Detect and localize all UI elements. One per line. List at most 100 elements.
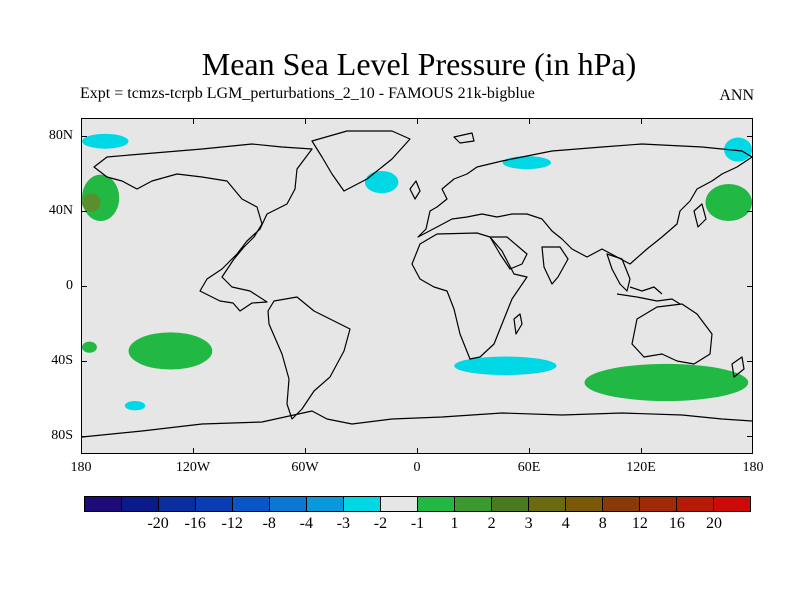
coast-japan: [693, 203, 707, 228]
colorbar-box: [603, 497, 640, 511]
lat-tick: [81, 361, 87, 362]
colorbar-label: -3: [336, 515, 351, 532]
lon-label-0: 0: [413, 460, 421, 475]
coast-south-america: [267, 296, 351, 420]
colorbar-box: [492, 497, 529, 511]
lat-label-80n: 80N: [48, 128, 73, 143]
anomaly-region-east-siberian-low: [724, 137, 752, 162]
coast-indonesia: [616, 286, 681, 305]
coast-north-america: [93, 143, 313, 312]
colorbar-box: [677, 497, 714, 511]
coast-eurasia: [417, 143, 752, 265]
lon-tick: [305, 118, 306, 124]
colorbar-label: -2: [373, 515, 388, 532]
colorbar-label: -16: [184, 515, 206, 532]
coastlines: [82, 130, 752, 438]
anomaly-region-west-pacific-high: [705, 183, 752, 222]
colorbar-label: -12: [221, 515, 243, 532]
coast-india: [541, 246, 569, 285]
lon-tick: [417, 118, 418, 124]
anomaly-region-arctic-pacific-low: [82, 133, 129, 149]
coast-svalbard: [453, 132, 475, 144]
lon-tick: [193, 448, 194, 454]
colorbar-label: 16: [668, 515, 685, 532]
anomaly-region-barents-low: [502, 156, 551, 170]
colorbar-box: [714, 497, 750, 511]
lon-label-120w: 120W: [175, 460, 211, 475]
colorbar-box: [344, 497, 381, 511]
colorbar-box: [270, 497, 307, 511]
colorbar-label: 12: [631, 515, 648, 532]
colorbar-label: 20: [705, 515, 722, 532]
lon-label-60w: 60W: [291, 460, 319, 475]
colorbar-box: [159, 497, 196, 511]
coast-greenland: [311, 130, 411, 192]
lat-label-40n: 40N: [48, 203, 73, 218]
experiment-subtitle: Expt = tcmzs-tcrpb LGM_perturbations_2_1…: [80, 85, 535, 102]
map-canvas: [82, 130, 752, 438]
colorbar-box: [233, 497, 270, 511]
plot-title: Mean Sea Level Pressure (in hPa): [201, 46, 637, 82]
world-map: [81, 118, 753, 454]
colorbar-box: [85, 497, 122, 511]
colorbar-box: [196, 497, 233, 511]
anomaly-region-indian-ocean-low: [454, 356, 557, 376]
colorbar-box: [529, 497, 566, 511]
colorbar-label: 4: [561, 515, 570, 532]
lat-tick: [747, 361, 753, 362]
season-label: ANN: [719, 87, 754, 104]
lat-tick: [81, 286, 87, 287]
lat-label-0: 0: [66, 278, 73, 293]
lat-tick: [747, 211, 753, 212]
colorbar: [84, 496, 751, 512]
colorbar-box: [418, 497, 455, 511]
anomaly-region-north-atlantic-low: [364, 170, 399, 194]
colorbar-box: [640, 497, 677, 511]
anomaly-region-southern-ocean-high: [584, 363, 749, 402]
colorbar-label: -20: [147, 515, 169, 532]
anomaly-region-southwest-pacific-patch: [82, 341, 97, 353]
anomaly-region-south-pacific-low: [124, 401, 146, 411]
lon-label-180w: 180: [70, 460, 92, 475]
lon-tick: [305, 448, 306, 454]
lon-tick: [193, 118, 194, 124]
lon-tick: [641, 448, 642, 454]
coast-antarctica: [82, 410, 752, 438]
lon-label-60e: 60E: [517, 460, 541, 475]
coast-uk: [409, 180, 421, 200]
colorbar-label: 3: [524, 515, 533, 532]
colorbar-box: [566, 497, 603, 511]
lat-tick: [747, 436, 753, 437]
colorbar-label: -8: [262, 515, 276, 532]
lon-tick: [641, 118, 642, 124]
colorbar-box: [381, 497, 418, 511]
lat-tick: [747, 136, 753, 137]
coast-africa: [411, 232, 528, 360]
lon-label-120e: 120E: [626, 460, 656, 475]
colorbar-label: 1: [450, 515, 459, 532]
lat-tick: [81, 211, 87, 212]
lon-label-180e: 180: [742, 460, 764, 475]
colorbar-label: -4: [299, 515, 313, 532]
anomaly-region-south-pacific-high: [128, 332, 213, 370]
lat-tick: [81, 136, 87, 137]
coast-new-zealand: [731, 356, 745, 378]
lat-tick: [747, 286, 753, 287]
lon-tick: [529, 448, 530, 454]
anomaly-layer: [82, 133, 752, 411]
colorbar-label: 8: [598, 515, 607, 532]
lon-tick: [417, 448, 418, 454]
lat-tick: [81, 436, 87, 437]
coast-southeast-asia: [606, 253, 631, 292]
colorbar-label: -1: [410, 515, 425, 532]
colorbar-box: [122, 497, 159, 511]
colorbar-label: 2: [487, 515, 496, 532]
lat-label-40s: 40S: [51, 353, 73, 368]
lon-tick: [529, 118, 530, 124]
coast-australia: [631, 303, 713, 365]
anomaly-region-north-pacific-core: [82, 193, 101, 212]
coast-madagascar: [513, 313, 523, 335]
coast-arabia: [489, 236, 528, 270]
lat-label-80s: 80S: [51, 428, 73, 443]
colorbar-box: [455, 497, 492, 511]
